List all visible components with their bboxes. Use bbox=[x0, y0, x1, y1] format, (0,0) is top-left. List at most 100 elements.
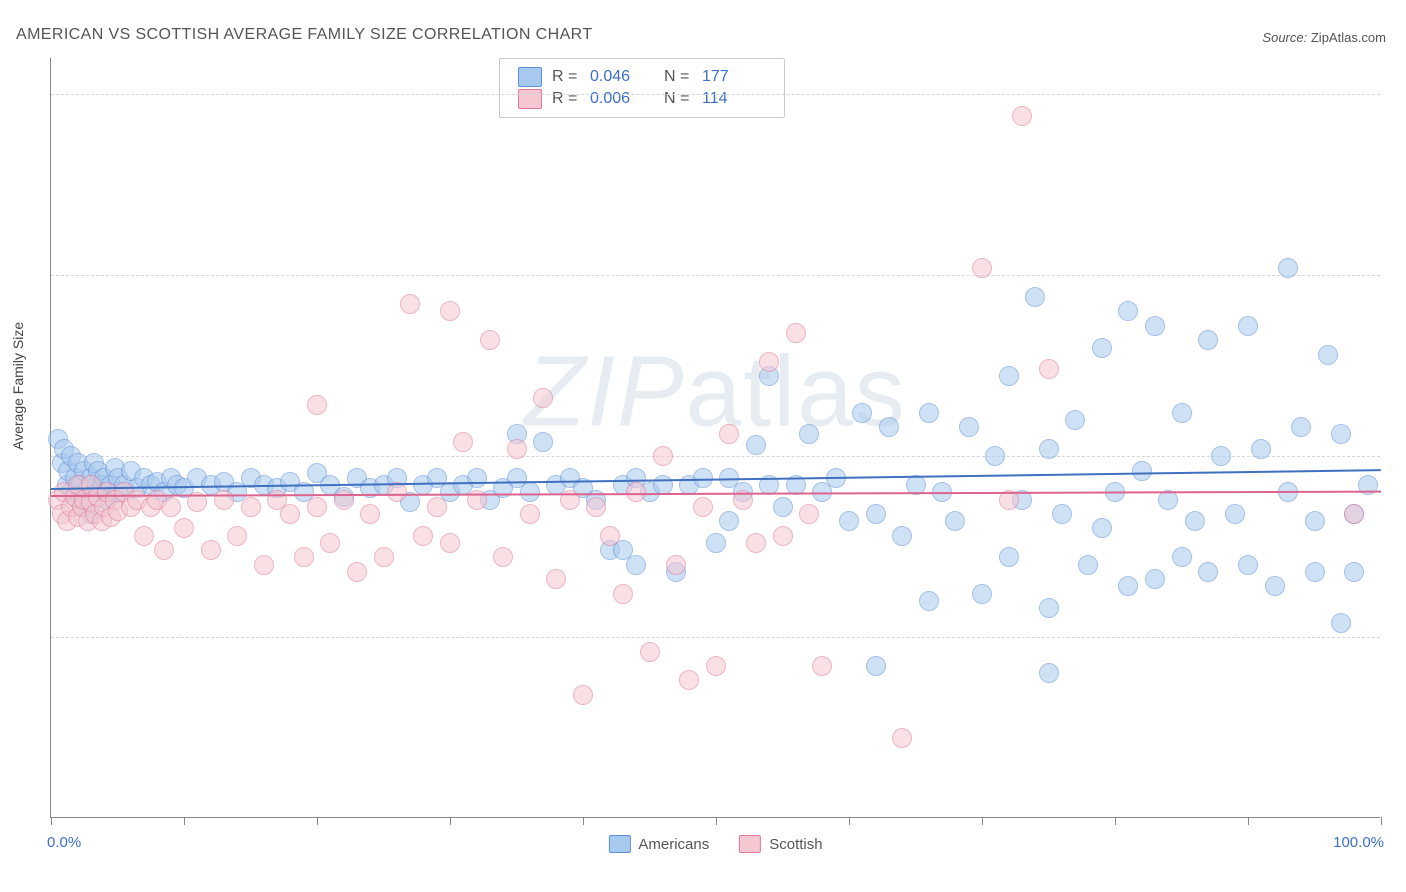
watermark: ZIPatlas bbox=[524, 334, 907, 449]
y-tick-label: 4.75 bbox=[1388, 267, 1406, 284]
x-tick bbox=[1381, 817, 1382, 825]
data-point bbox=[1278, 258, 1298, 278]
legend-n-value: 114 bbox=[702, 90, 766, 108]
gridline bbox=[51, 275, 1380, 276]
data-point bbox=[746, 435, 766, 455]
gridline bbox=[51, 456, 1380, 457]
x-tick bbox=[51, 817, 52, 825]
data-point bbox=[533, 388, 553, 408]
data-point bbox=[546, 569, 566, 589]
legend-r-value: 0.006 bbox=[590, 90, 654, 108]
gridline bbox=[51, 637, 1380, 638]
data-point bbox=[1078, 555, 1098, 575]
data-point bbox=[1198, 330, 1218, 350]
data-point bbox=[154, 540, 174, 560]
legend-series: AmericansScottish bbox=[608, 835, 822, 853]
data-point bbox=[839, 511, 859, 531]
data-point bbox=[866, 504, 886, 524]
legend-stats: R =0.046N =177R =0.006N =114 bbox=[499, 58, 785, 118]
data-point bbox=[467, 468, 487, 488]
legend-swatch bbox=[518, 89, 542, 109]
data-point bbox=[1039, 439, 1059, 459]
data-point bbox=[600, 526, 620, 546]
x-tick bbox=[982, 817, 983, 825]
data-point bbox=[467, 490, 487, 510]
data-point bbox=[413, 526, 433, 546]
data-point bbox=[1211, 446, 1231, 466]
source-attribution: Source: ZipAtlas.com bbox=[1262, 30, 1386, 45]
data-point bbox=[520, 482, 540, 502]
data-point bbox=[719, 424, 739, 444]
x-tick bbox=[716, 817, 717, 825]
data-point bbox=[533, 432, 553, 452]
data-point bbox=[999, 547, 1019, 567]
data-point bbox=[1265, 576, 1285, 596]
y-tick-label: 3.50 bbox=[1388, 448, 1406, 465]
data-point bbox=[573, 685, 593, 705]
chart-title: AMERICAN VS SCOTTISH AVERAGE FAMILY SIZE… bbox=[16, 26, 593, 44]
data-point bbox=[294, 547, 314, 567]
data-point bbox=[719, 511, 739, 531]
data-point bbox=[1172, 403, 1192, 423]
data-point bbox=[1039, 359, 1059, 379]
data-point bbox=[1092, 338, 1112, 358]
data-point bbox=[1331, 613, 1351, 633]
data-point bbox=[919, 403, 939, 423]
data-point bbox=[1198, 562, 1218, 582]
data-point bbox=[852, 403, 872, 423]
trend-line bbox=[51, 491, 1381, 497]
data-point bbox=[693, 497, 713, 517]
data-point bbox=[507, 439, 527, 459]
data-point bbox=[440, 533, 460, 553]
legend-series-label: Scottish bbox=[769, 836, 822, 853]
legend-stat-row: R =0.046N =177 bbox=[518, 67, 766, 87]
data-point bbox=[1238, 316, 1258, 336]
data-point bbox=[786, 323, 806, 343]
data-point bbox=[307, 395, 327, 415]
legend-swatch bbox=[608, 835, 630, 853]
data-point bbox=[879, 417, 899, 437]
data-point bbox=[174, 518, 194, 538]
data-point bbox=[1185, 511, 1205, 531]
data-point bbox=[480, 330, 500, 350]
data-point bbox=[640, 642, 660, 662]
data-point bbox=[972, 258, 992, 278]
data-point bbox=[866, 656, 886, 676]
legend-series-item: Scottish bbox=[739, 835, 822, 853]
data-point bbox=[773, 497, 793, 517]
x-tick bbox=[583, 817, 584, 825]
x-tick bbox=[1248, 817, 1249, 825]
data-point bbox=[759, 352, 779, 372]
x-axis-max-label: 100.0% bbox=[1333, 834, 1384, 851]
data-point bbox=[1238, 555, 1258, 575]
data-point bbox=[1172, 547, 1192, 567]
legend-r-label: R = bbox=[552, 68, 580, 86]
x-tick bbox=[1115, 817, 1116, 825]
x-tick bbox=[184, 817, 185, 825]
data-point bbox=[1344, 562, 1364, 582]
data-point bbox=[440, 301, 460, 321]
data-point bbox=[706, 656, 726, 676]
data-point bbox=[799, 424, 819, 444]
data-point bbox=[999, 366, 1019, 386]
data-point bbox=[1291, 417, 1311, 437]
data-point bbox=[1145, 569, 1165, 589]
data-point bbox=[1025, 287, 1045, 307]
data-point bbox=[1039, 598, 1059, 618]
y-tick-label: 6.00 bbox=[1388, 86, 1406, 103]
data-point bbox=[706, 533, 726, 553]
data-point bbox=[520, 504, 540, 524]
data-point bbox=[919, 591, 939, 611]
data-point bbox=[360, 504, 380, 524]
legend-r-value: 0.046 bbox=[590, 68, 654, 86]
data-point bbox=[427, 497, 447, 517]
data-point bbox=[387, 482, 407, 502]
data-point bbox=[134, 526, 154, 546]
data-point bbox=[334, 490, 354, 510]
gridline bbox=[51, 94, 1380, 95]
legend-swatch bbox=[739, 835, 761, 853]
data-point bbox=[972, 584, 992, 604]
data-point bbox=[1012, 106, 1032, 126]
data-point bbox=[959, 417, 979, 437]
data-point bbox=[812, 656, 832, 676]
